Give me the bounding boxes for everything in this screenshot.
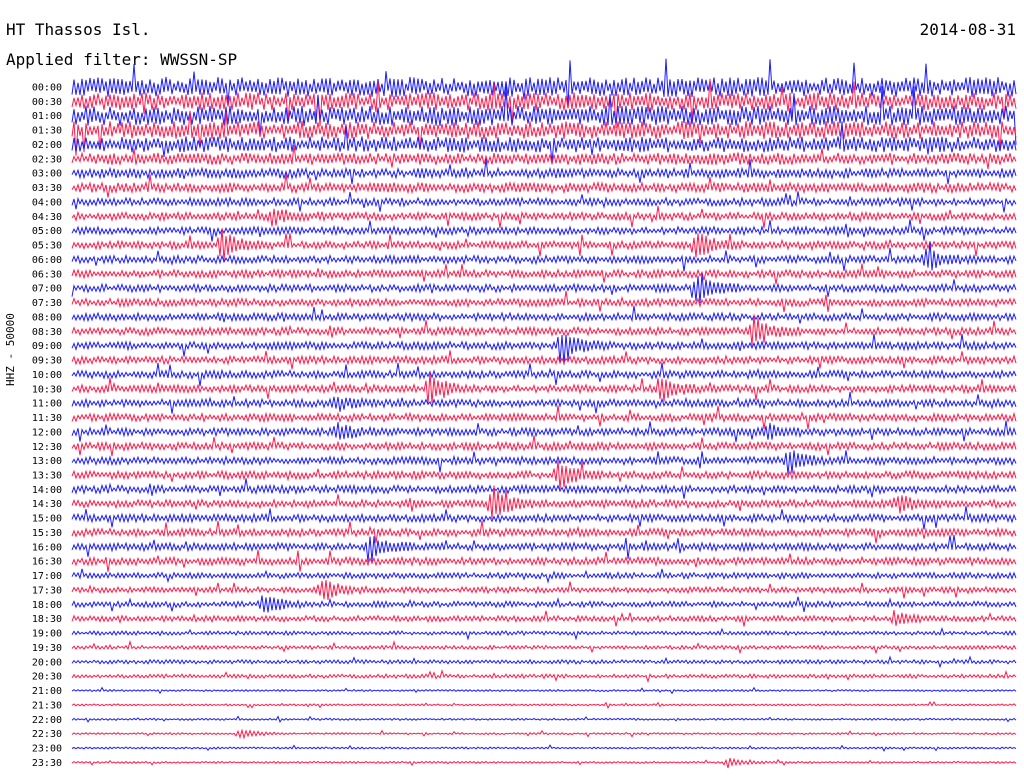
row-time-label: 07:30 — [32, 298, 62, 309]
trace-row — [71, 639, 1017, 655]
trace-row — [71, 485, 1017, 519]
row-time-label: 18:00 — [32, 600, 62, 611]
trace-row — [71, 610, 1017, 627]
trace-row — [71, 744, 1017, 752]
row-time-label: 23:00 — [32, 744, 62, 755]
trace-row — [71, 205, 1017, 229]
row-time-label: 08:00 — [32, 312, 62, 323]
trace-row — [71, 669, 1017, 684]
row-time-label: 18:30 — [32, 614, 62, 625]
trace-row — [71, 728, 1017, 740]
row-time-label: 10:00 — [32, 370, 62, 381]
trace-row — [71, 333, 1017, 365]
row-time-label: 14:00 — [32, 485, 62, 496]
row-time-label: 01:30 — [32, 126, 62, 137]
row-time-label: 02:00 — [32, 140, 62, 151]
trace-row — [71, 460, 1017, 490]
row-time-label: 04:00 — [32, 197, 62, 208]
row-time-label: 09:30 — [32, 356, 62, 367]
trace-row — [71, 273, 1017, 304]
row-time-label: 13:30 — [32, 470, 62, 481]
trace-row — [71, 700, 1017, 710]
row-time-label: 15:30 — [32, 528, 62, 539]
row-time-label: 19:30 — [32, 643, 62, 654]
trace-row — [71, 580, 1017, 600]
trace-row — [71, 372, 1017, 405]
trace-row — [71, 506, 1017, 530]
trace-row — [71, 626, 1017, 641]
row-time-label: 22:30 — [32, 729, 62, 740]
row-time-label: 20:30 — [32, 672, 62, 683]
row-time-label: 13:00 — [32, 456, 62, 467]
row-time-label: 19:00 — [32, 629, 62, 640]
trace-row — [71, 86, 1017, 145]
row-time-label: 12:30 — [32, 442, 62, 453]
trace-row — [71, 549, 1017, 572]
row-time-label: 09:00 — [32, 341, 62, 352]
trace-row — [71, 568, 1017, 584]
row-time-label: 21:30 — [32, 700, 62, 711]
row-time-label: 16:00 — [32, 542, 62, 553]
trace-row — [71, 715, 1017, 723]
trace-row — [71, 145, 1017, 170]
trace-row — [71, 241, 1017, 272]
trace-row — [71, 78, 1017, 129]
row-time-label: 15:00 — [32, 514, 62, 525]
trace-row — [71, 478, 1017, 499]
row-time-label: 03:00 — [32, 169, 62, 180]
row-time-label: 04:30 — [32, 212, 62, 223]
record-date: 2014-08-31 — [919, 20, 1016, 39]
row-time-label: 05:30 — [32, 241, 62, 252]
row-time-label: 21:00 — [32, 686, 62, 697]
trace-row — [71, 305, 1017, 324]
trace-row — [71, 158, 1017, 185]
trace-row — [71, 420, 1017, 443]
row-time-label: 02:30 — [32, 154, 62, 165]
trace-row — [71, 314, 1017, 346]
row-time-label: 03:30 — [32, 183, 62, 194]
row-time-label: 12:00 — [32, 427, 62, 438]
row-time-label: 22:00 — [32, 715, 62, 726]
row-time-label: 06:30 — [32, 269, 62, 280]
trace-row — [71, 362, 1017, 387]
trace-row — [71, 173, 1017, 198]
row-time-label: 11:00 — [32, 399, 62, 410]
row-time-label: 16:30 — [32, 557, 62, 568]
row-time-label: 11:30 — [32, 413, 62, 424]
trace-row — [71, 435, 1017, 457]
trace-row — [71, 392, 1017, 414]
trace-row — [71, 110, 1017, 156]
trace-row — [71, 290, 1017, 312]
row-time-label: 08:30 — [32, 327, 62, 338]
trace-row — [71, 686, 1017, 695]
trace-row — [71, 757, 1017, 769]
row-time-label: 17:30 — [32, 585, 62, 596]
trace-row — [71, 219, 1017, 242]
row-time-label: 07:00 — [32, 284, 62, 295]
row-time-label: 10:30 — [32, 384, 62, 395]
station-title: HT Thassos Isl. — [6, 20, 151, 39]
row-time-label: 14:30 — [32, 499, 62, 510]
row-time-label: 00:00 — [32, 83, 62, 94]
row-time-label: 17:00 — [32, 571, 62, 582]
trace-row — [71, 121, 1017, 163]
trace-row — [71, 191, 1017, 213]
row-time-label: 23:30 — [32, 758, 62, 769]
row-time-label: 00:30 — [32, 97, 62, 108]
trace-row — [71, 534, 1017, 562]
trace-row — [71, 58, 1017, 108]
row-time-label: 20:00 — [32, 657, 62, 668]
trace-row — [71, 520, 1017, 544]
trace-row — [71, 450, 1017, 475]
trace-row — [71, 595, 1017, 613]
trace-row — [71, 405, 1017, 430]
trace-row — [71, 350, 1017, 370]
trace-row — [71, 228, 1017, 261]
trace-row — [71, 655, 1017, 669]
row-time-label: 05:00 — [32, 226, 62, 237]
trace-row — [71, 263, 1017, 285]
row-time-label: 01:00 — [32, 111, 62, 122]
row-time-label: 06:00 — [32, 255, 62, 266]
